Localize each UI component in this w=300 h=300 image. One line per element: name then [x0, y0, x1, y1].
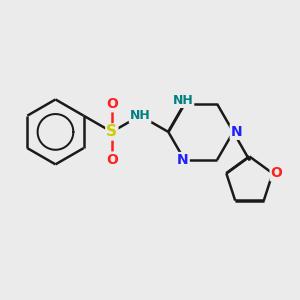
- Text: N: N: [231, 125, 242, 139]
- Text: N: N: [177, 153, 189, 167]
- Text: O: O: [106, 97, 118, 111]
- Text: S: S: [106, 124, 117, 140]
- Text: O: O: [271, 166, 283, 180]
- Text: NH: NH: [172, 94, 193, 107]
- Text: NH: NH: [130, 109, 151, 122]
- Text: O: O: [106, 152, 118, 167]
